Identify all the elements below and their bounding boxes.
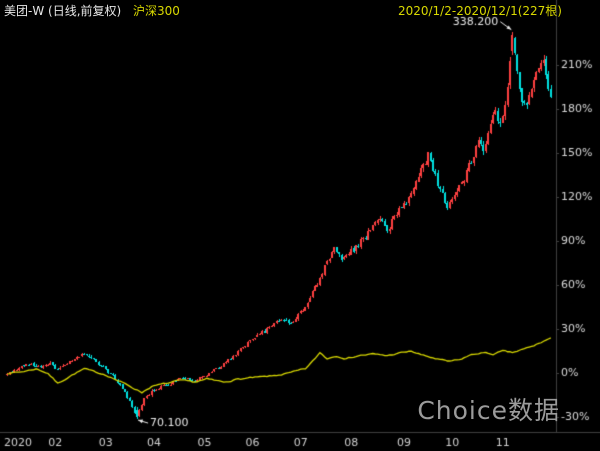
chart-window: 美团-W (日线,前复权) 沪深300 2020/1/2-2020/12/1(2…: [0, 0, 600, 451]
chart-canvas[interactable]: [0, 0, 600, 451]
